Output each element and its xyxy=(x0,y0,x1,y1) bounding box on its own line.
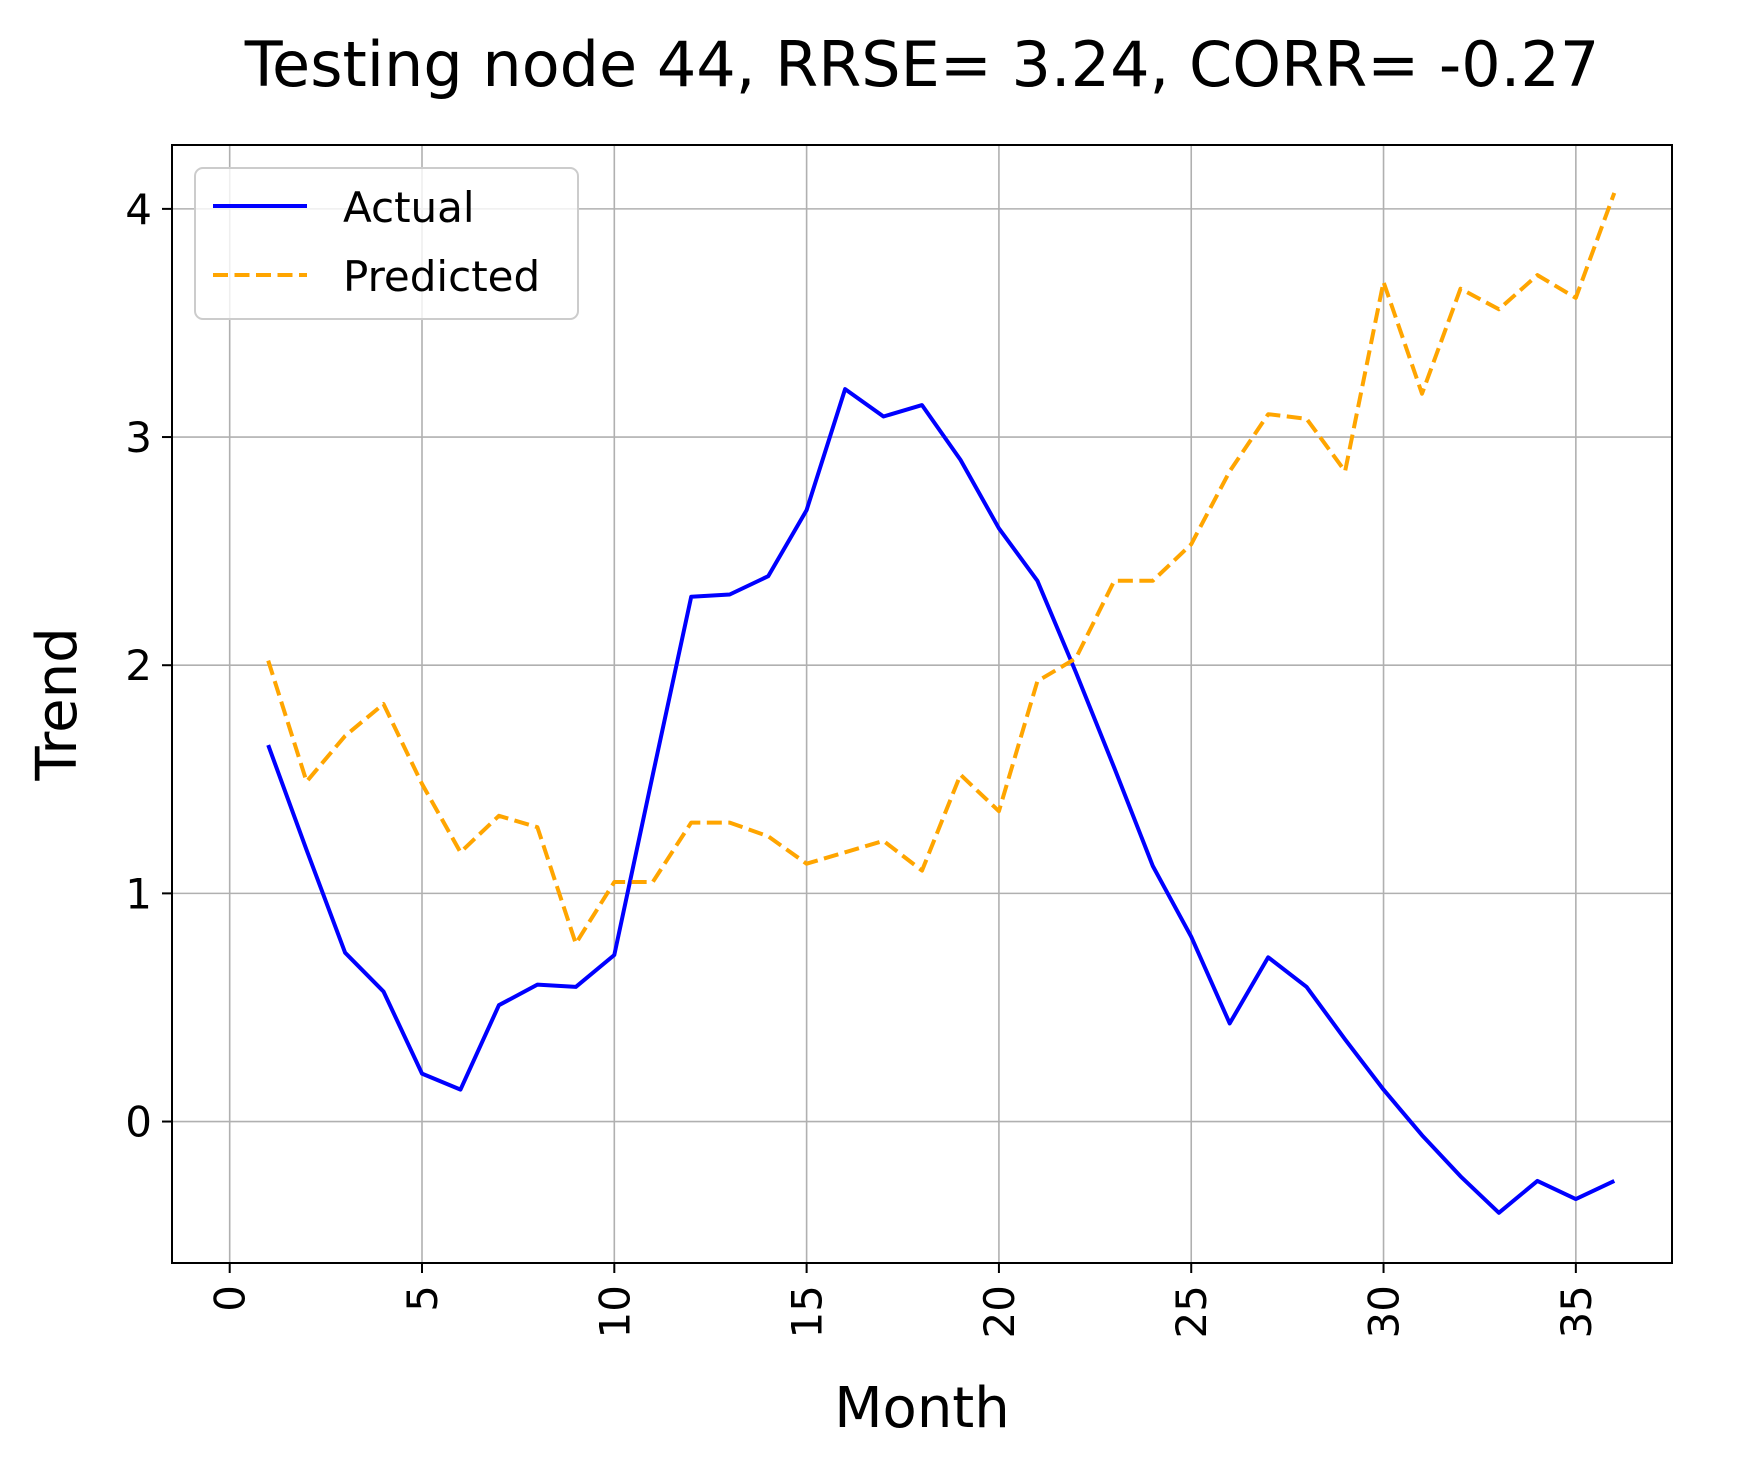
plot-area-frame xyxy=(171,144,1673,1264)
x-axis-ticks: 0 5 10 15 20 25 30 35 xyxy=(206,1263,1601,1338)
legend-label-actual: Actual xyxy=(343,183,475,232)
y-tick-label: 4 xyxy=(125,185,152,234)
plot-lines xyxy=(266,192,1617,1215)
gridlines xyxy=(172,145,1672,1263)
x-tick-label: 10 xyxy=(590,1285,639,1338)
x-tick-label: 0 xyxy=(206,1285,255,1312)
x-tick-label: 25 xyxy=(1167,1285,1216,1338)
y-axis-label: Trend xyxy=(25,627,90,781)
x-tick-label: 5 xyxy=(398,1285,447,1312)
x-tick-label: 30 xyxy=(1360,1285,1409,1338)
y-tick-label: 1 xyxy=(125,869,152,918)
series-line-actual xyxy=(266,387,1616,1215)
series-line-predicted xyxy=(266,192,1617,946)
legend: Actual Predicted xyxy=(194,167,579,320)
x-axis-label: Month xyxy=(834,1376,1010,1441)
y-tick-label: 0 xyxy=(125,1098,152,1147)
y-tick-label: 3 xyxy=(125,413,152,462)
x-tick-label: 20 xyxy=(975,1285,1024,1338)
legend-label-predicted: Predicted xyxy=(343,252,540,301)
y-tick-label: 2 xyxy=(125,641,152,690)
x-tick-label: 15 xyxy=(783,1285,832,1338)
x-tick-label: 35 xyxy=(1552,1285,1601,1338)
chart-title: Testing node 44, RRSE= 3.24, CORR= -0.27 xyxy=(244,28,1600,101)
y-axis-ticks: 0 1 2 3 4 xyxy=(125,185,172,1147)
